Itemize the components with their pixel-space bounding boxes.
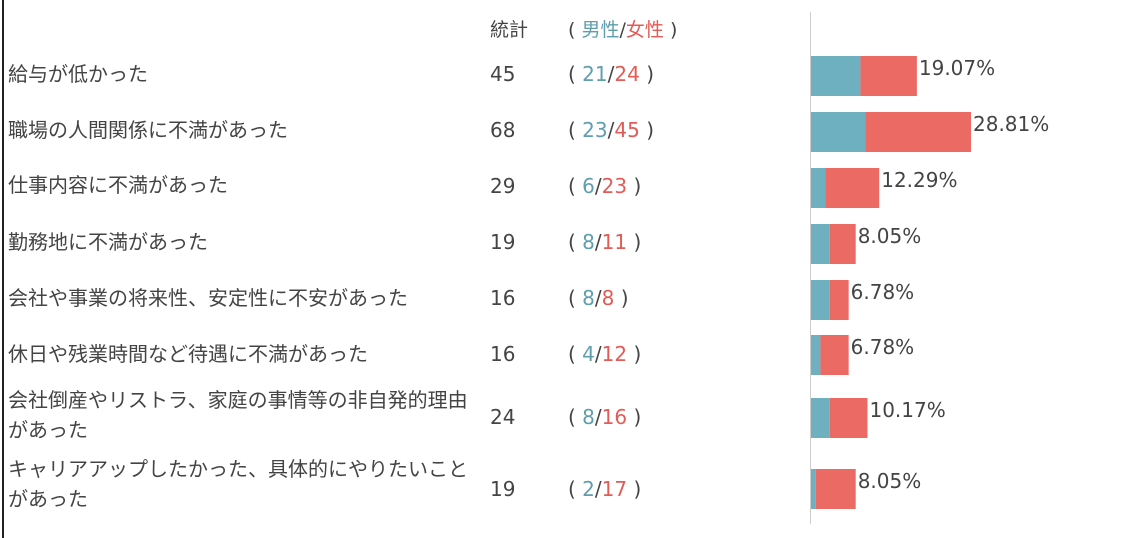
bar-female [815, 469, 856, 509]
total-column-header: 統計 [490, 19, 529, 41]
row-total: 24 [490, 405, 516, 429]
count-separator: / [594, 230, 602, 254]
row-male-count: 23 [582, 118, 608, 142]
bar-percent-label: 6.78% [851, 280, 915, 304]
close-paren: ) [633, 405, 642, 429]
bar-percent-label: 10.17% [869, 398, 945, 422]
open-paren: ( [568, 118, 576, 142]
row-female-count: 12 [601, 342, 628, 366]
close-paren: ) [633, 342, 642, 366]
count-separator: / [594, 286, 602, 310]
bar-percent-label: 19.07% [919, 56, 995, 80]
row-label: 給与が低かった [8, 62, 148, 86]
bar-female [820, 335, 849, 375]
row-gender-split: ( 8/16 ) [568, 403, 641, 431]
row-label: 休日や残業時間など待遇に不満があった [8, 342, 368, 366]
close-paren: ) [633, 230, 642, 254]
row-gender-split: ( 23/45 ) [568, 116, 654, 144]
row-male-count: 8 [582, 286, 595, 310]
row-female-count: 11 [601, 230, 628, 254]
row-label: 会社や事業の将来性、安定性に不安があった [8, 286, 408, 310]
row-total: 16 [490, 286, 516, 310]
bar-female [825, 168, 880, 208]
row-gender-split: ( 2/17 ) [568, 475, 641, 503]
row-total: 19 [490, 477, 516, 501]
bar-male [811, 335, 821, 375]
row-female-count: 17 [601, 477, 628, 501]
row-male-count: 6 [582, 174, 595, 198]
legend-separator: / [619, 19, 626, 41]
row-female-count: 16 [601, 405, 628, 429]
open-paren: ( [568, 19, 576, 41]
bar-male [811, 398, 830, 438]
row-gender-split: ( 21/24 ) [568, 60, 654, 88]
bar-male [811, 280, 830, 320]
male-legend-label: 男性 [581, 19, 620, 41]
row-gender-split: ( 6/23 ) [568, 172, 641, 200]
row-male-count: 2 [582, 477, 595, 501]
row-gender-split: ( 4/12 ) [568, 340, 641, 368]
chart-divider [810, 12, 811, 524]
bar-female [829, 224, 856, 264]
row-female-count: 24 [614, 62, 640, 86]
bar-male [811, 469, 816, 509]
row-male-count: 4 [582, 342, 595, 366]
row-male-count: 8 [582, 230, 595, 254]
row-total: 68 [490, 118, 516, 142]
bar-percent-label: 8.05% [858, 224, 922, 248]
row-female-count: 23 [601, 174, 628, 198]
close-paren: ) [633, 174, 642, 198]
bar-percent-label: 12.29% [881, 168, 957, 192]
open-paren: ( [568, 62, 576, 86]
row-label: 勤務地に不満があった [8, 230, 208, 254]
bar-female [829, 280, 849, 320]
row-total: 45 [490, 62, 516, 86]
row-label: 職場の人間関係に不満があった [8, 118, 288, 142]
close-paren: ) [633, 477, 642, 501]
bar-male [811, 224, 830, 264]
bar-female [865, 112, 971, 152]
count-separator: / [594, 477, 602, 501]
row-female-count: 8 [601, 286, 615, 310]
open-paren: ( [568, 174, 576, 198]
open-paren: ( [568, 477, 576, 501]
open-paren: ( [568, 286, 576, 310]
row-total: 29 [490, 174, 516, 198]
bar-female [829, 398, 868, 438]
close-paren: ) [620, 286, 629, 310]
count-separator: / [594, 342, 602, 366]
bar-male [811, 112, 866, 152]
row-label: 仕事内容に不満があった [8, 173, 228, 197]
count-separator: / [607, 62, 615, 86]
row-female-count: 45 [614, 118, 640, 142]
open-paren: ( [568, 230, 576, 254]
bar-female [860, 56, 917, 96]
row-label: キャリアアップしたかった、具体的にやりたいことがあった [8, 457, 468, 511]
row-gender-split: ( 8/11 ) [568, 228, 641, 256]
row-gender-split: ( 8/8 ) [568, 284, 629, 312]
row-label: 会社倒産やリストラ、家庭の事情等の非自発的理由があった [8, 388, 468, 442]
bar-male [811, 56, 861, 96]
row-male-count: 8 [582, 405, 595, 429]
female-legend-label: 女性 [625, 19, 664, 41]
row-male-count: 21 [582, 62, 608, 86]
open-paren: ( [568, 405, 576, 429]
bar-percent-label: 28.81% [973, 112, 1049, 136]
bar-percent-label: 6.78% [851, 335, 915, 359]
open-paren: ( [568, 342, 576, 366]
left-border [2, 0, 4, 538]
count-separator: / [607, 118, 615, 142]
row-total: 16 [490, 342, 516, 366]
bar-percent-label: 8.05% [858, 469, 922, 493]
count-separator: / [594, 174, 602, 198]
close-paren: ) [669, 19, 678, 41]
row-total: 19 [490, 230, 516, 254]
bar-male [811, 168, 826, 208]
count-separator: / [594, 405, 602, 429]
gender-column-header: ( 男性/女性 ) [568, 16, 677, 44]
close-paren: ) [646, 118, 654, 142]
close-paren: ) [646, 62, 654, 86]
